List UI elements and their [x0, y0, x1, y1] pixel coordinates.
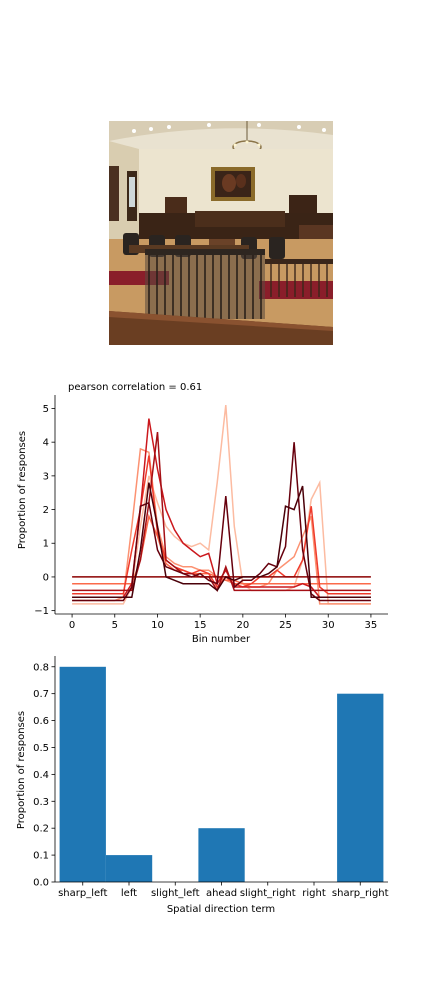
x-tick-label: left — [121, 888, 137, 899]
y-tick-label: 0.3 — [33, 797, 49, 808]
series-line-8 — [72, 442, 371, 602]
x-tick-label: 15 — [194, 620, 207, 631]
line-chart-axes: 0 5 10 15 20 25 30 35 −1 0 1 2 3 4 5 — [34, 395, 388, 631]
series-line-4 — [72, 455, 371, 595]
y-tick-label: 4 — [43, 438, 49, 449]
y-axis-label: Proportion of responses — [16, 711, 27, 829]
y-tick-label: 0.1 — [33, 851, 49, 862]
x-tick-label: 35 — [365, 620, 378, 631]
y-tick-label: 5 — [43, 404, 49, 415]
bar-chart: sharp_left left slight_left ahead slight_rig… — [16, 656, 389, 915]
bar-chart-axes: sharp_left left slight_left ahead slight_rig… — [33, 656, 389, 899]
x-tick-label: 25 — [279, 620, 292, 631]
y-tick-label: 0.6 — [33, 716, 49, 727]
y-tick-label: 0.5 — [33, 743, 49, 754]
bar-sharp_right — [337, 693, 384, 882]
x-tick-label: 5 — [112, 620, 118, 631]
bar-sharp_left — [59, 666, 106, 882]
y-tick-label: 0.2 — [33, 824, 49, 835]
x-tick-label: sharp_left — [58, 888, 107, 899]
x-tick-label: ahead — [206, 888, 237, 899]
x-tick-label: right — [302, 888, 326, 899]
courtroom-photo — [109, 121, 333, 345]
y-tick-label: 0 — [43, 572, 49, 583]
line-chart: pearson correlation = 0.61 0 5 10 15 20 25 30 3… — [17, 382, 388, 645]
y-tick-label: 0.7 — [33, 689, 49, 700]
y-tick-label: 3 — [43, 471, 49, 482]
bar-ahead — [198, 828, 245, 882]
y-axis-label: Proportion of responses — [17, 431, 28, 549]
x-tick-label: 30 — [322, 620, 335, 631]
line-series-group — [72, 405, 371, 605]
y-tick-label: 0.8 — [33, 662, 49, 673]
x-tick-label: slight_left — [151, 888, 200, 899]
x-tick-label: 0 — [69, 620, 75, 631]
y-tick-label: 0.4 — [33, 770, 49, 781]
x-axis-label: Bin number — [192, 634, 251, 645]
series-line-6 — [72, 432, 371, 593]
x-tick-label: slight_right — [240, 888, 296, 899]
x-tick-label: 20 — [236, 620, 249, 631]
series-line-1 — [72, 405, 371, 605]
series-line-9 — [72, 482, 371, 598]
bar-left — [105, 855, 153, 882]
x-tick-label: sharp_right — [332, 888, 389, 899]
y-tick-label: −1 — [34, 606, 49, 617]
y-tick-label: 0.0 — [33, 878, 49, 889]
x-tick-label: 10 — [151, 620, 164, 631]
y-tick-label: 2 — [43, 505, 49, 516]
x-axis-label: Spatial direction term — [167, 904, 275, 915]
y-tick-label: 1 — [43, 539, 49, 550]
bar-group — [59, 666, 384, 882]
chart-title: pearson correlation = 0.61 — [68, 382, 202, 393]
